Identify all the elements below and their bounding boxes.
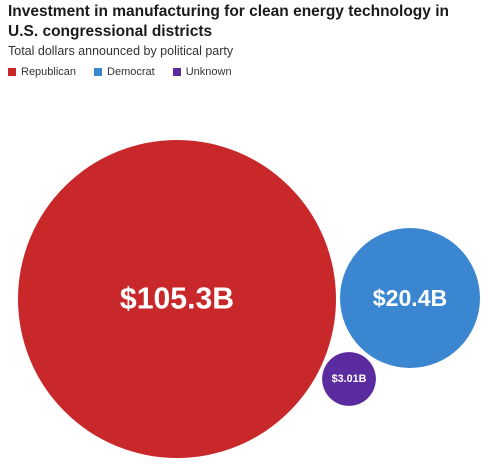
legend-swatch-democrat	[94, 68, 103, 76]
bubbles-group: $105.3B $20.4B $3.01B	[18, 140, 480, 458]
bubble-republican	[18, 140, 336, 458]
bubble-label-unknown: $3.01B	[332, 373, 367, 385]
bubble-label-democrat: $20.4B	[373, 285, 447, 311]
legend-item-unknown: Unknown	[172, 66, 232, 78]
bubble-unknown	[322, 352, 376, 406]
bubble-label-republican: $105.3B	[120, 283, 234, 316]
legend: Republican Democrat Unknown	[8, 66, 232, 78]
chart-title: Investment in manufacturing for clean en…	[8, 3, 449, 40]
chart-subtitle: Total dollars announced by political par…	[8, 44, 234, 58]
legend-label-republican: Republican	[21, 66, 77, 78]
legend-item-democrat: Democrat	[94, 66, 155, 78]
legend-label-democrat: Democrat	[107, 66, 155, 78]
bubble-democrat	[340, 228, 480, 368]
legend-swatch-unknown	[172, 68, 181, 76]
legend-item-republican: Republican	[8, 66, 76, 78]
legend-swatch-republican	[8, 68, 16, 76]
legend-label-unknown: Unknown	[185, 66, 232, 78]
